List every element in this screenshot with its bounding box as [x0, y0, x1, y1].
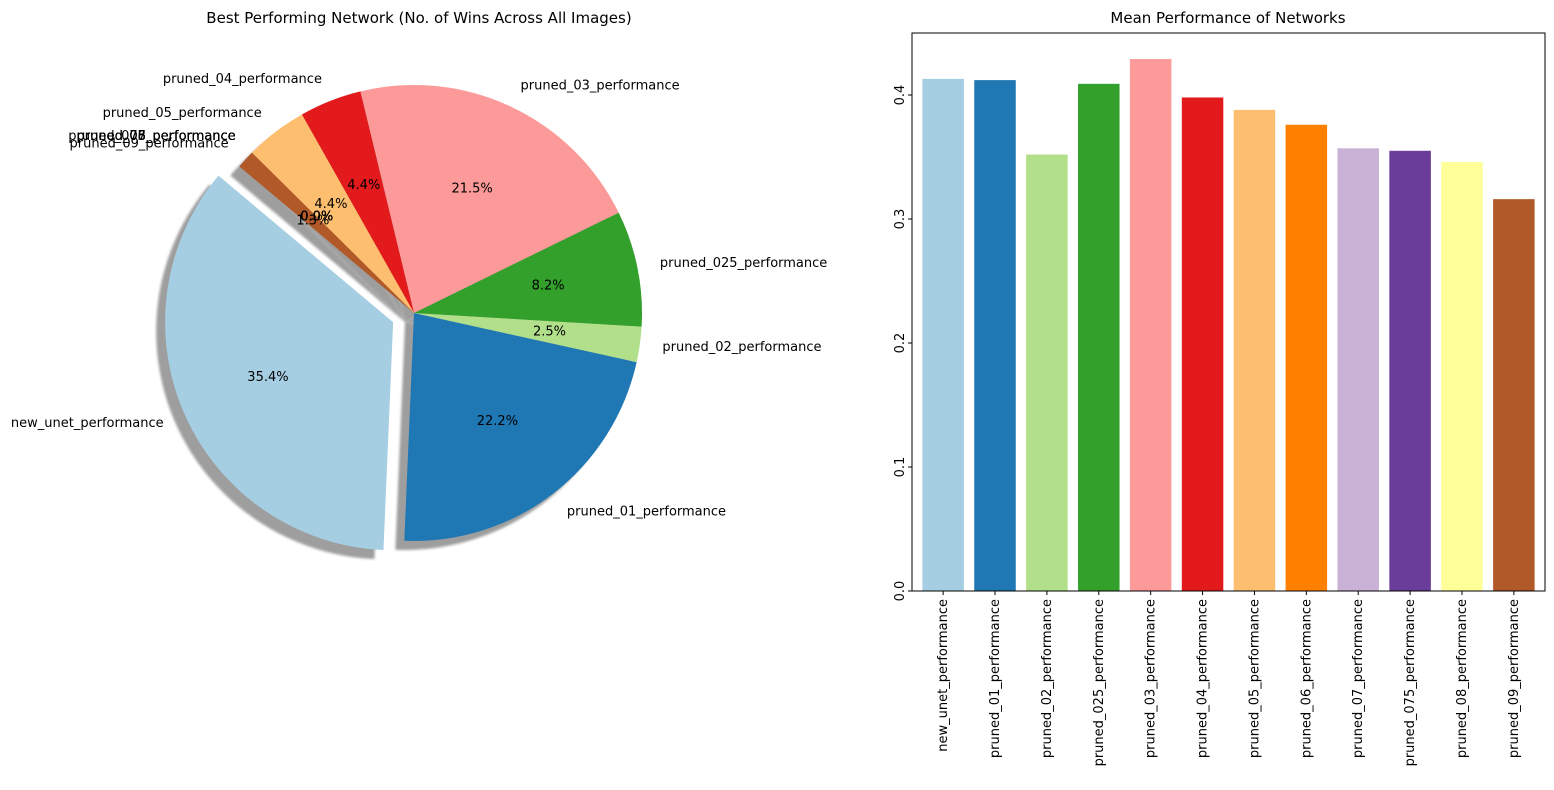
bar-pruned_025_performance — [1078, 83, 1120, 591]
pie-percent-label: 0.0% — [300, 209, 333, 224]
y-tick-label: 0.1 — [893, 457, 908, 478]
pie-slice-pruned_025_performance — [414, 212, 642, 327]
bar-new_unet_performance — [922, 78, 964, 591]
pie-percent-label: 21.5% — [451, 182, 492, 197]
pie-category-label: pruned_08_performance — [77, 129, 236, 144]
x-axis: new_unet_performance pruned_01_performanc… — [936, 591, 1522, 766]
x-tick-label: pruned_075_performance — [1403, 599, 1418, 766]
pie-slice-pruned_05_performance — [251, 114, 414, 313]
pie-slice-new_unet_performance — [165, 175, 394, 550]
pie-slice-pruned_04_performance — [301, 91, 414, 313]
x-tick-label: pruned_025_performance — [1092, 599, 1107, 766]
pie-category-label: pruned_03_performance — [521, 78, 680, 93]
bar-pruned_06_performance — [1285, 124, 1328, 591]
bar-pruned_075_performance — [1389, 150, 1431, 592]
pie-percent-label: 4.4% — [347, 178, 380, 193]
pie-category-label: pruned_09_performance — [70, 137, 229, 152]
bar-chart: Mean Performance of Networks 0.00.10.20.… — [893, 9, 1546, 766]
pie-category-label: pruned_06_performance — [77, 129, 236, 144]
pie-percent-label: 1.3% — [296, 213, 329, 228]
pie-category-label: pruned_025_performance — [660, 256, 827, 271]
bar-title: Mean Performance of Networks — [1110, 9, 1345, 27]
pie-percent-label: 0.0% — [300, 209, 333, 224]
pie-category-label: pruned_075_performance — [68, 129, 235, 144]
bar-pruned_08_performance — [1441, 161, 1483, 591]
y-tick-label: 0.3 — [893, 209, 908, 230]
pie-slice-pruned_03_performance — [360, 84, 619, 313]
x-tick-label: pruned_06_performance — [1299, 599, 1314, 758]
x-tick-label: pruned_02_performance — [1040, 599, 1055, 758]
pie-percent-label: 0.0% — [300, 209, 333, 224]
plot-frame — [911, 32, 1546, 592]
x-tick-label: pruned_04_performance — [1196, 599, 1211, 758]
pie-category-labels: new_unet_performance pruned_01_performanc… — [11, 72, 827, 519]
pie-chart: Best Performing Network (No. of Wins Acr… — [11, 9, 827, 559]
bar-pruned_09_performance — [1493, 199, 1535, 591]
pie-category-label: pruned_02_performance — [662, 340, 821, 355]
pie-category-label: pruned_01_performance — [567, 504, 726, 519]
bar-pruned_04_performance — [1181, 97, 1224, 591]
pie-slice-pruned_02_performance — [414, 313, 642, 363]
y-tick-label: 0.4 — [893, 85, 908, 106]
pie-percent-label: 2.5% — [533, 324, 566, 339]
x-tick-label: pruned_08_performance — [1455, 599, 1470, 758]
pie-percent-label: 4.4% — [314, 197, 347, 212]
pie-category-label: pruned_07_performance — [77, 129, 236, 144]
pie-title: Best Performing Network (No. of Wins Acr… — [206, 9, 631, 27]
x-tick-label: pruned_01_performance — [988, 599, 1003, 758]
x-tick-label: pruned_03_performance — [1144, 599, 1159, 758]
pie-percent-label: 22.2% — [477, 414, 518, 429]
x-tick-label: pruned_05_performance — [1247, 599, 1262, 758]
bar-pruned_02_performance — [1026, 154, 1068, 591]
pie-category-label: pruned_04_performance — [163, 72, 322, 87]
pie-slice-pruned_01_performance — [404, 313, 637, 541]
bar-bars — [922, 59, 1535, 592]
bar-pruned_05_performance — [1233, 109, 1276, 591]
y-axis: 0.0 0.1 0.2 0.3 0.4 — [893, 85, 912, 602]
y-tick-label: 0.0 — [893, 581, 908, 602]
y-tick-label: 0.2 — [893, 333, 908, 354]
x-tick-label: pruned_07_performance — [1351, 599, 1366, 758]
pie-percent-label: 8.2% — [532, 279, 565, 294]
pie-slices — [165, 84, 642, 550]
x-tick-label: new_unet_performance — [936, 599, 951, 752]
pie-slice-pruned_09_performance — [239, 152, 414, 313]
x-tick-label: pruned_09_performance — [1507, 599, 1522, 758]
pie-category-label: new_unet_performance — [11, 416, 164, 431]
bar-pruned_03_performance — [1129, 59, 1172, 592]
pie-percent-labels: 35.4%22.2%2.5%8.2%21.5%4.4%4.4%0.0%0.0%0… — [247, 178, 566, 429]
pie-percent-label: 0.0% — [300, 209, 333, 224]
bar-pruned_01_performance — [974, 80, 1016, 592]
bar-pruned_07_performance — [1337, 148, 1379, 591]
pie-category-label: pruned_05_performance — [103, 106, 262, 121]
pie-slice-shadow — [230, 161, 405, 322]
pie-percent-label: 35.4% — [247, 370, 288, 385]
